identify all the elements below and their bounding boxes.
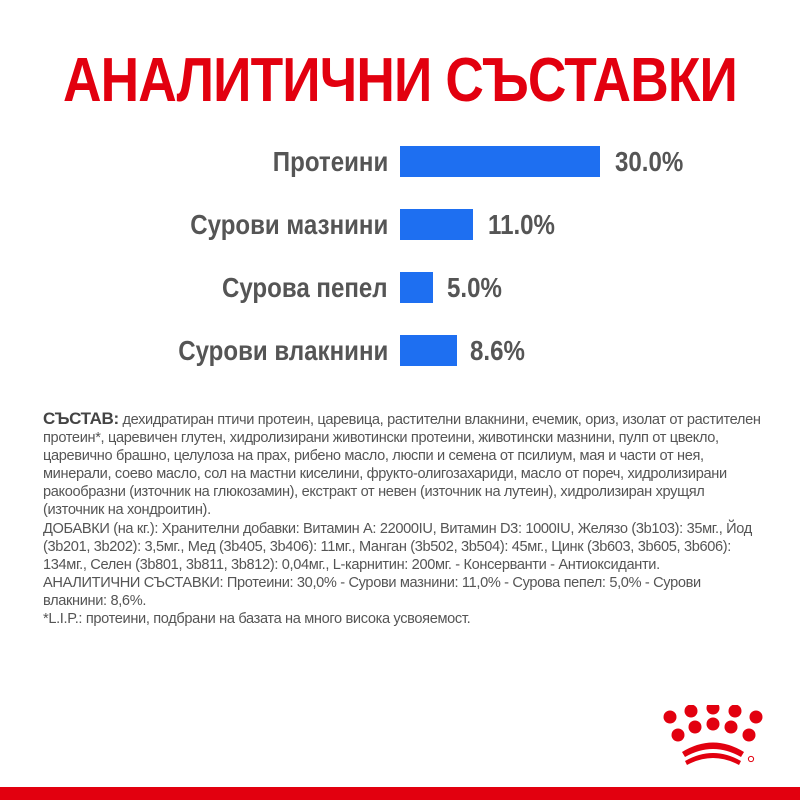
chart-row-protein: Протеини 30.0% [0, 146, 800, 178]
chart-row-fibre: Сурови влакнини 8.6% [0, 335, 800, 367]
row-label: Протеини [272, 146, 388, 177]
ingredients-list: дехидратиран птичи протеин, царевица, ра… [43, 412, 761, 519]
bar [400, 209, 473, 240]
row-value: 11.0% [488, 209, 555, 240]
row-value: 5.0% [447, 272, 502, 303]
bar [400, 272, 433, 303]
row-label: Сурова пепел [222, 272, 388, 303]
bar [400, 146, 600, 177]
bar [400, 335, 457, 366]
footnote: *L.I.P.: протеини, подбрани на базата на… [43, 611, 471, 628]
analytical-paragraph: АНАЛИТИЧНИ СЪСТАВКИ: Протеини: 30,0% - С… [43, 574, 701, 609]
brand-bottom-band [0, 787, 800, 800]
row-label: Сурови влакнини [177, 335, 388, 366]
row-label: Сурови мазнини [189, 209, 388, 240]
composition-text: СЪСТАВ: дехидратиран птичи протеин, царе… [43, 409, 763, 628]
row-value: 30.0% [615, 146, 684, 177]
composition-lead: СЪСТАВ: [43, 409, 119, 428]
additives-paragraph: ДОБАВКИ (на кг.): Хранителни добавки: Ви… [43, 520, 752, 573]
page-title: АНАЛИТИЧНИ СЪСТАВКИ [62, 46, 738, 115]
row-value: 8.6% [470, 335, 525, 366]
ingredients-paragraph: СЪСТАВ: дехидратиран птичи протеин, царе… [43, 409, 763, 520]
analytical-bar-chart: Протеини 30.0% Сурови мазнини 11.0% Суро… [0, 146, 800, 367]
chart-row-fat: Сурови мазнини 11.0% [0, 209, 800, 241]
chart-row-ash: Сурова пепел 5.0% [0, 272, 800, 304]
crown-logo-icon [663, 705, 763, 765]
